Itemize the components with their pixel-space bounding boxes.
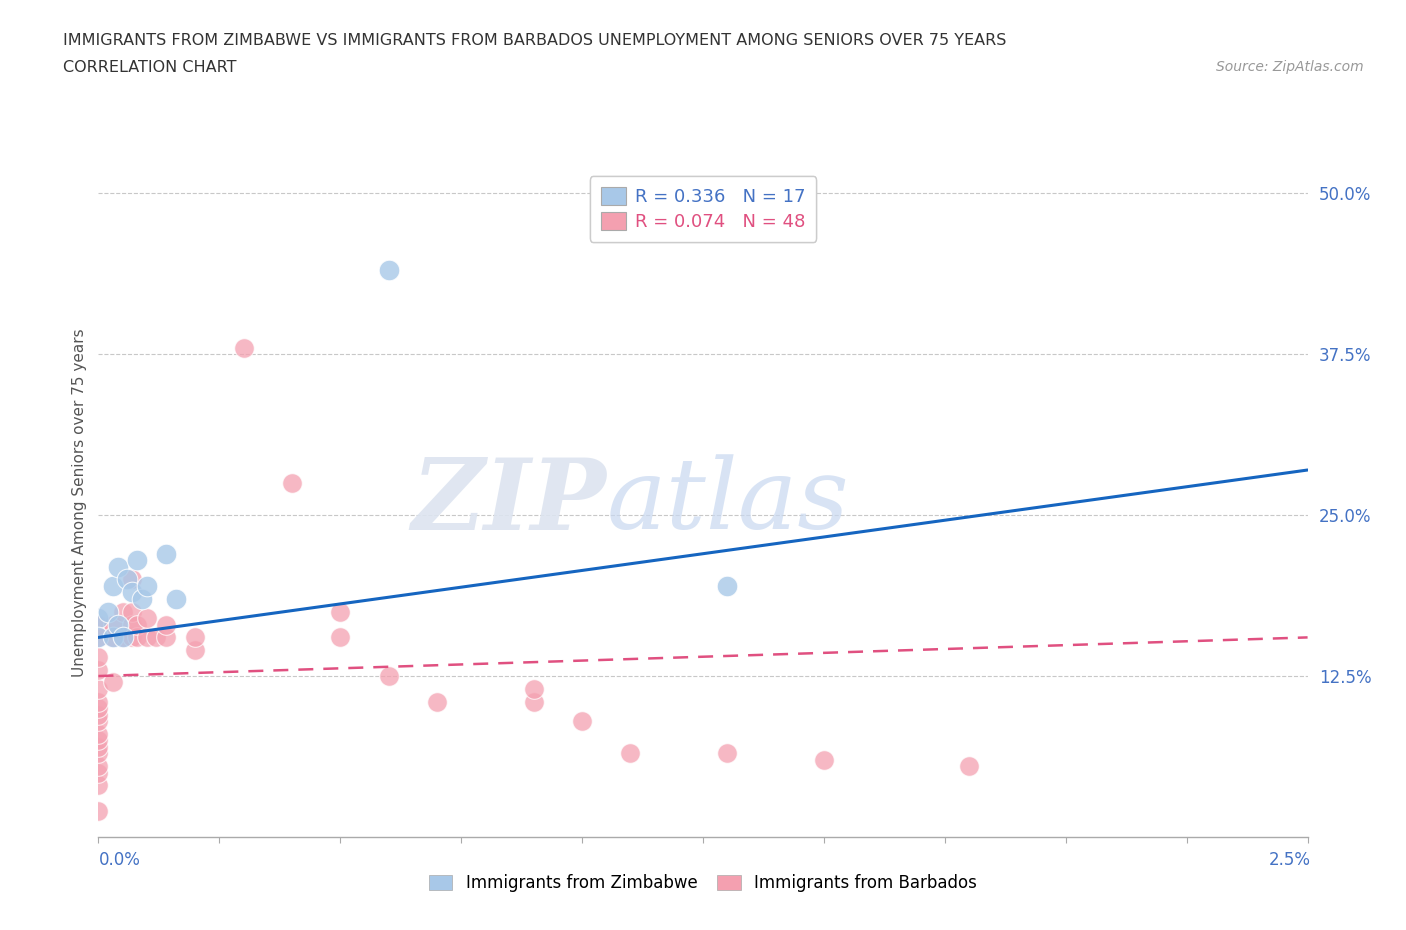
Point xyxy=(87,630,110,644)
Point xyxy=(111,630,134,644)
Point xyxy=(101,675,124,690)
Point xyxy=(97,604,120,619)
Point xyxy=(87,726,110,741)
Point xyxy=(155,630,177,644)
Point xyxy=(127,630,149,644)
Point xyxy=(87,649,110,664)
Legend: R = 0.336   N = 17, R = 0.074   N = 48: R = 0.336 N = 17, R = 0.074 N = 48 xyxy=(589,177,817,242)
Point xyxy=(813,752,835,767)
Point xyxy=(184,630,207,644)
Point xyxy=(121,618,143,632)
Text: 0.0%: 0.0% xyxy=(98,851,141,870)
Text: ZIP: ZIP xyxy=(412,454,606,551)
Text: Source: ZipAtlas.com: Source: ZipAtlas.com xyxy=(1216,60,1364,74)
Point xyxy=(87,778,110,793)
Point xyxy=(87,733,110,748)
Point xyxy=(87,695,110,710)
Point xyxy=(101,630,124,644)
Text: IMMIGRANTS FROM ZIMBABWE VS IMMIGRANTS FROM BARBADOS UNEMPLOYMENT AMONG SENIORS : IMMIGRANTS FROM ZIMBABWE VS IMMIGRANTS F… xyxy=(63,33,1007,47)
Point xyxy=(121,604,143,619)
Point xyxy=(121,572,143,587)
Point xyxy=(87,759,110,774)
Point xyxy=(117,572,139,587)
Point xyxy=(87,746,110,761)
Point xyxy=(87,618,110,632)
Point xyxy=(135,630,157,644)
Point xyxy=(121,585,143,600)
Point xyxy=(145,630,167,644)
Point xyxy=(127,552,149,567)
Point xyxy=(87,713,110,728)
Point xyxy=(87,701,110,716)
Point xyxy=(165,591,187,606)
Point xyxy=(377,669,399,684)
Text: 2.5%: 2.5% xyxy=(1268,851,1310,870)
Point xyxy=(155,618,177,632)
Point xyxy=(87,804,110,818)
Point xyxy=(155,546,177,561)
Point xyxy=(87,739,110,754)
Point xyxy=(135,578,157,593)
Point xyxy=(329,604,352,619)
Point xyxy=(127,618,149,632)
Point xyxy=(101,618,124,632)
Point xyxy=(87,611,110,626)
Point xyxy=(87,662,110,677)
Point xyxy=(87,682,110,697)
Point xyxy=(619,746,641,761)
Point xyxy=(87,630,110,644)
Point xyxy=(571,713,593,728)
Text: atlas: atlas xyxy=(606,455,849,550)
Point xyxy=(107,618,129,632)
Point xyxy=(329,630,352,644)
Text: CORRELATION CHART: CORRELATION CHART xyxy=(63,60,236,75)
Point xyxy=(101,630,124,644)
Point xyxy=(101,578,124,593)
Point xyxy=(135,611,157,626)
Point xyxy=(426,695,449,710)
Point xyxy=(523,695,546,710)
Point xyxy=(716,578,738,593)
Point xyxy=(131,591,153,606)
Legend: Immigrants from Zimbabwe, Immigrants from Barbados: Immigrants from Zimbabwe, Immigrants fro… xyxy=(422,867,984,898)
Point xyxy=(111,630,134,644)
Point xyxy=(957,759,980,774)
Point xyxy=(281,475,304,490)
Point xyxy=(523,682,546,697)
Point xyxy=(107,559,129,574)
Point xyxy=(184,643,207,658)
Point xyxy=(377,263,399,278)
Point xyxy=(232,340,254,355)
Point xyxy=(121,630,143,644)
Point xyxy=(716,746,738,761)
Point xyxy=(87,765,110,780)
Y-axis label: Unemployment Among Seniors over 75 years: Unemployment Among Seniors over 75 years xyxy=(72,328,87,676)
Point xyxy=(111,604,134,619)
Point xyxy=(87,707,110,722)
